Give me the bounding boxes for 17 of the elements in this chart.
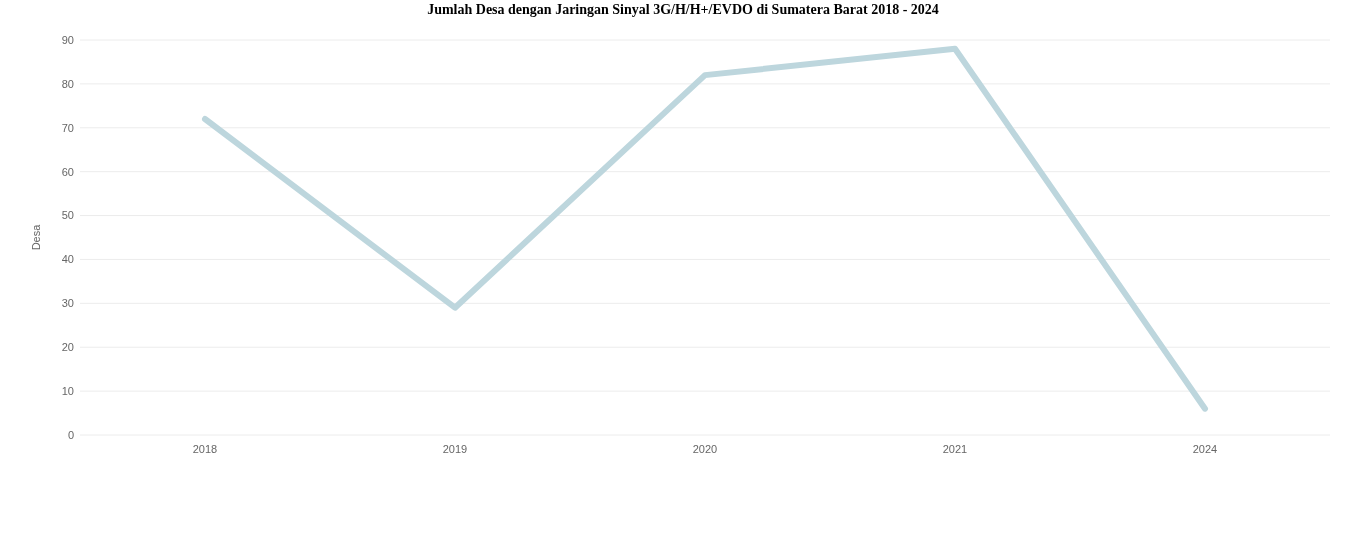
x-tick-label: 2020 bbox=[692, 443, 718, 455]
y-axis-title: Desa bbox=[30, 223, 42, 251]
chart-title: Jumlah Desa dengan Jaringan Sinyal 3G/H/H+/EVDO di Sumatera Barat 2018 - 2024 bbox=[427, 2, 939, 17]
y-tick-label: 90 bbox=[61, 33, 74, 46]
y-tick-label: 30 bbox=[61, 297, 74, 310]
y-tick-label: 80 bbox=[61, 77, 74, 90]
y-tick-label: 10 bbox=[61, 384, 74, 397]
x-tick-label: 2019 bbox=[442, 443, 468, 455]
x-tick-label: 2024 bbox=[1192, 443, 1218, 455]
y-tick-label: 20 bbox=[61, 341, 74, 354]
y-tick-label: 40 bbox=[61, 253, 74, 266]
x-tick-label: 2018 bbox=[192, 443, 218, 455]
x-tick-label: 2021 bbox=[942, 443, 968, 455]
y-tick-label: 60 bbox=[61, 165, 74, 178]
y-tick-label: 50 bbox=[61, 209, 74, 222]
y-tick-label: 0 bbox=[67, 428, 74, 441]
y-tick-label: 70 bbox=[61, 121, 74, 134]
